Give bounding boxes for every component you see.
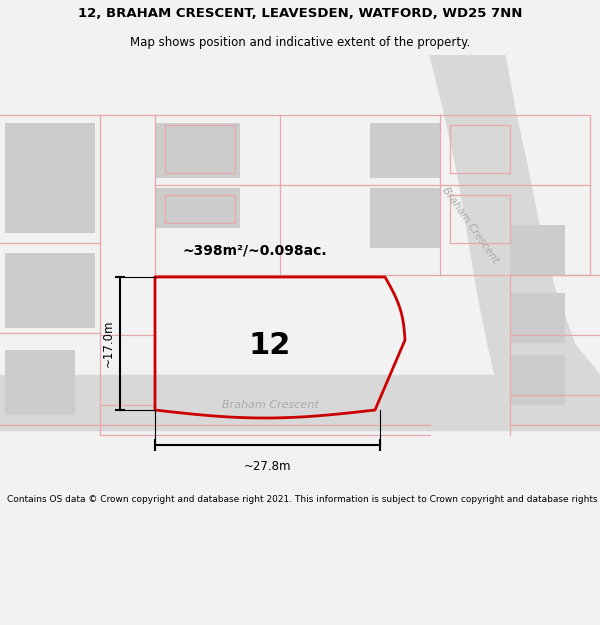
Bar [155,188,240,228]
Bar [5,123,95,233]
Bar [370,188,440,248]
Polygon shape [0,375,600,430]
Bar [5,253,95,328]
Text: ~17.0m: ~17.0m [101,320,115,368]
Text: 12, BRAHAM CRESCENT, LEAVESDEN, WATFORD, WD25 7NN: 12, BRAHAM CRESCENT, LEAVESDEN, WATFORD,… [78,8,522,20]
Polygon shape [430,55,600,375]
Text: Braham Crescent: Braham Crescent [221,400,319,410]
Bar [510,355,565,405]
Text: ~398m²/~0.098ac.: ~398m²/~0.098ac. [182,243,328,257]
Bar [510,225,565,275]
Text: Contains OS data © Crown copyright and database right 2021. This information is : Contains OS data © Crown copyright and d… [7,495,600,504]
Text: Braham Crescent: Braham Crescent [440,185,500,265]
Bar [370,123,440,178]
Text: 12: 12 [249,331,291,359]
Text: Map shows position and indicative extent of the property.: Map shows position and indicative extent… [130,36,470,49]
Bar [5,350,75,415]
Text: ~27.8m: ~27.8m [244,461,291,474]
Bar [155,123,240,178]
Bar [510,293,565,343]
